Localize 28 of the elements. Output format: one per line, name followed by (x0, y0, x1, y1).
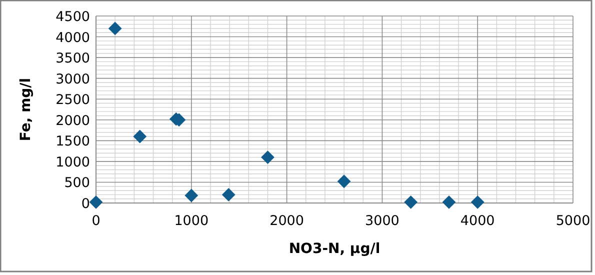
point (442, 195, 456, 209)
x-axis-title: NO3-N, µg/l (288, 241, 380, 257)
point (222, 188, 236, 202)
point (133, 130, 147, 144)
x-tick-label: 5000 (556, 213, 590, 229)
point (89, 195, 103, 209)
x-tick-label: 4000 (460, 213, 495, 229)
y-tick-label: 3500 (56, 50, 90, 67)
point (337, 174, 351, 188)
y-tick-label: 500 (64, 175, 90, 192)
y-tick-label: 3000 (56, 71, 90, 88)
x-tick-label: 1000 (174, 213, 209, 229)
y-tick-label: 4000 (56, 30, 90, 46)
y-tick-label: 0 (81, 196, 90, 212)
y-tick-label: 2500 (56, 92, 90, 108)
y-tick-label: 4500 (56, 9, 90, 25)
point (404, 195, 418, 209)
x-tick-label: 2000 (270, 213, 304, 229)
point (261, 150, 274, 164)
y-tick-label: 1500 (56, 134, 90, 150)
x-tick-label: 3000 (365, 213, 400, 229)
point (470, 195, 484, 209)
point (108, 22, 122, 36)
point (184, 188, 198, 202)
y-tick-label: 2000 (56, 112, 90, 129)
y-tick-label: 1000 (56, 154, 90, 170)
y-axis-title: Fe, mg/l (18, 78, 34, 142)
x-tick-label: 0 (92, 213, 100, 229)
